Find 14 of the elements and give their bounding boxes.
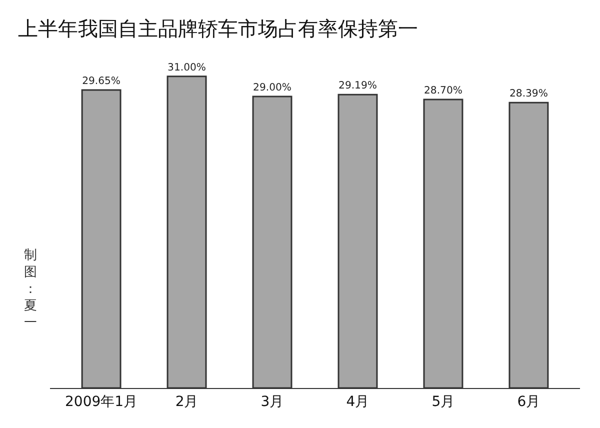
x-tick-label: 5月 [432, 394, 455, 410]
data-label: 29.00% [253, 82, 292, 94]
data-label: 28.39% [509, 88, 548, 100]
x-tick-label: 2月 [175, 394, 198, 410]
x-tick-label: 6月 [517, 394, 540, 410]
chart-title: 上半年我国自主品牌轿车市场占有率保持第一 [18, 16, 418, 40]
x-tick-label: 3月 [260, 394, 284, 410]
data-label: 29.19% [338, 80, 378, 92]
data-label: 29.65% [82, 76, 121, 88]
x-tick-label: 2009年1月 [65, 394, 138, 410]
text: 制图：夏一 [24, 248, 37, 331]
data-label: 28.70% [424, 86, 463, 97]
data-label: 31.00% [168, 62, 206, 74]
x-tick-label: 4月 [346, 394, 370, 410]
